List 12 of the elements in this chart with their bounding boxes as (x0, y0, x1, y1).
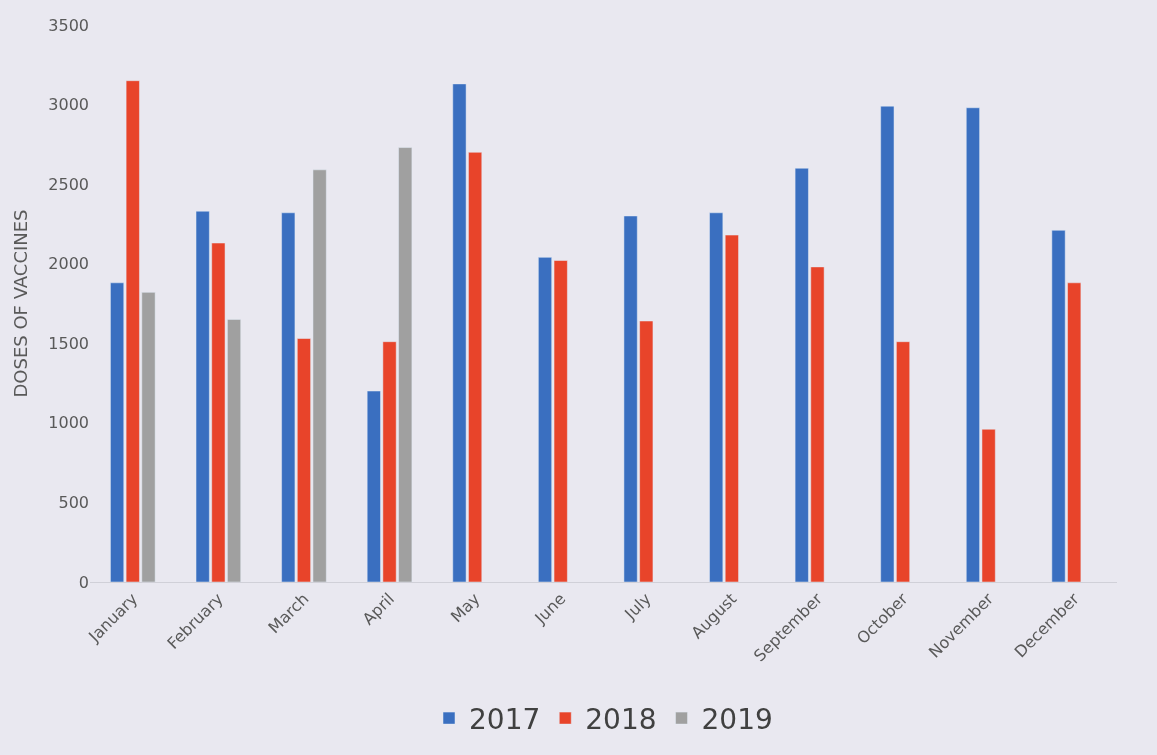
y-tick-label: 3500 (48, 15, 89, 35)
y-tick-label: 1000 (48, 413, 89, 433)
y-tick-label: 2500 (48, 174, 89, 194)
y-tick-label: 500 (58, 493, 89, 513)
y-tick-label: 3000 (48, 95, 89, 115)
legend-label: 2017 (469, 703, 541, 737)
y-tick-label: 1500 (48, 333, 89, 353)
legend-label: 2018 (585, 703, 657, 737)
y-tick-label: 2000 (48, 254, 89, 274)
y-tick-label: 0 (78, 572, 89, 592)
y-axis-title: DOSES OF VACCINES (10, 209, 32, 398)
legend-label: 2019 (701, 703, 773, 737)
